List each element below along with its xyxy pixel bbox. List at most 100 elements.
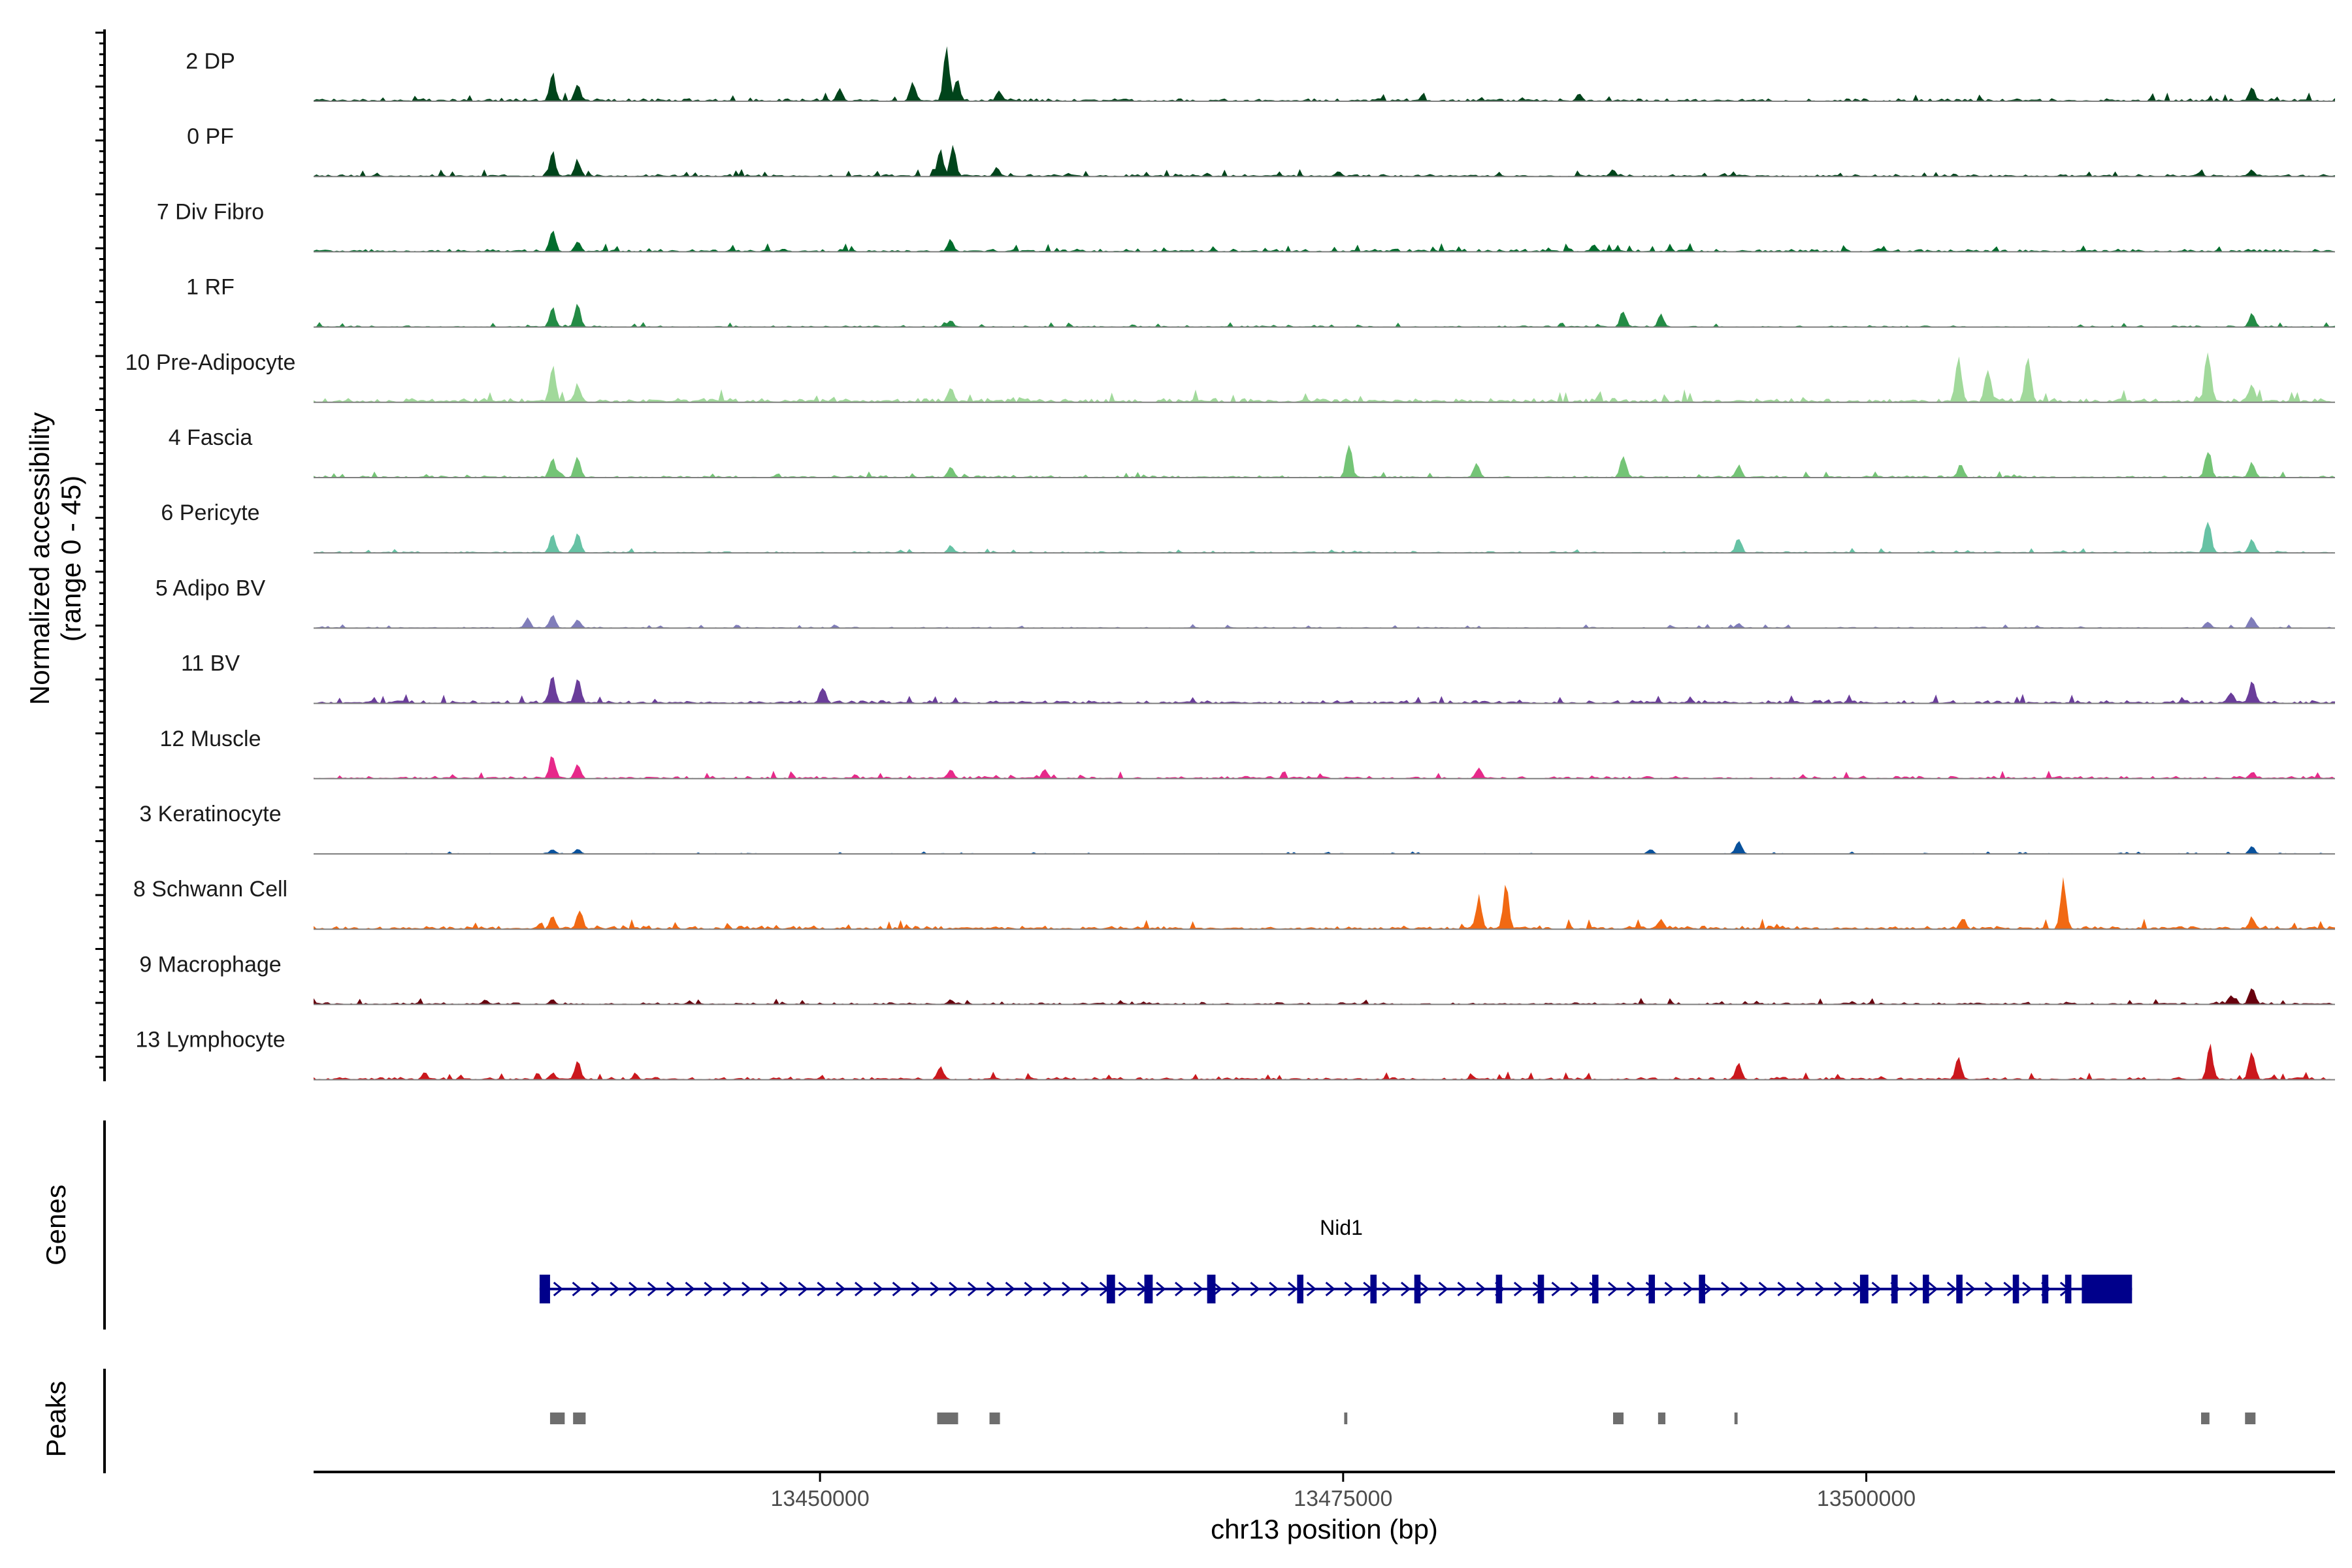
exon xyxy=(1297,1275,1303,1303)
strand-arrow xyxy=(1984,1281,1995,1297)
strand-arrow xyxy=(949,1281,959,1297)
track-9: 11 BV xyxy=(181,651,2335,704)
coverage-area xyxy=(314,231,2335,252)
coverage-area xyxy=(314,841,2335,854)
track-label: 13 Lymphocyte xyxy=(135,1028,285,1053)
strand-arrow xyxy=(666,1281,677,1297)
exon xyxy=(539,1275,550,1303)
track-label: 11 BV xyxy=(181,651,240,676)
y-axis-title-line1: Normalized accessibility xyxy=(24,412,55,705)
track-14: 13 Lymphocyte xyxy=(135,1028,2335,1081)
peak-region xyxy=(1344,1413,1348,1424)
strand-arrow xyxy=(1871,1281,1882,1297)
coverage-area xyxy=(314,46,2335,101)
strand-arrow xyxy=(1833,1281,1844,1297)
peak-region xyxy=(573,1413,586,1424)
peak-region xyxy=(989,1413,1000,1424)
peak-region xyxy=(549,1413,565,1424)
exon xyxy=(1648,1275,1656,1303)
y-axis-title-line2: (range 0 - 45) xyxy=(56,476,86,642)
track-2: 0 PF xyxy=(187,124,2335,178)
strand-arrow xyxy=(1118,1281,1128,1297)
strand-arrow xyxy=(1796,1281,1806,1297)
track-10: 12 Muscle xyxy=(160,727,2335,779)
exon xyxy=(1414,1275,1421,1303)
coverage-area xyxy=(314,352,2335,402)
coverage-area xyxy=(314,303,2335,327)
strand-arrow xyxy=(1400,1281,1411,1297)
strand-arrow xyxy=(1626,1281,1637,1297)
strand-arrow xyxy=(610,1281,620,1297)
coverage-tracks: 2 DP 0 PF 7 Div Fibro 1 RF 10 Pre-Adipocyte 4… xyxy=(125,46,2335,1081)
strand-arrow xyxy=(1758,1281,1769,1297)
x-tick-label: 13450000 xyxy=(770,1486,869,1511)
strand-arrow xyxy=(629,1281,639,1297)
strand-arrow xyxy=(742,1281,752,1297)
genes-title: Genes xyxy=(41,1184,71,1266)
strand-arrow xyxy=(1043,1281,1053,1297)
strand-arrow xyxy=(1702,1281,1712,1297)
peak-region xyxy=(1658,1413,1666,1424)
strand-arrow xyxy=(1777,1281,1788,1297)
strand-arrow xyxy=(1928,1281,1938,1297)
strand-arrow xyxy=(1325,1281,1335,1297)
strand-arrow xyxy=(1438,1281,1448,1297)
strand-arrow xyxy=(1720,1281,1731,1297)
peaks-track xyxy=(549,1413,2256,1424)
strand-arrow xyxy=(1476,1281,1486,1297)
strand-arrow xyxy=(1815,1281,1825,1297)
track-label: 3 Keratinocyte xyxy=(139,802,281,826)
strand-arrow xyxy=(2003,1281,2014,1297)
exon xyxy=(1956,1275,1963,1303)
track-label: 9 Macrophage xyxy=(139,952,281,977)
exon xyxy=(1859,1275,1869,1303)
track-label: 5 Adipo BV xyxy=(155,576,266,600)
track-12: 8 Schwann Cell xyxy=(133,877,2335,930)
strand-arrow xyxy=(1212,1281,1222,1297)
y-axis-title: Normalized accessibility (range 0 - 45) xyxy=(24,412,86,705)
exon xyxy=(1144,1275,1153,1303)
track-1: 2 DP xyxy=(186,46,2335,102)
coverage-area xyxy=(314,144,2335,177)
strand-arrow xyxy=(572,1281,582,1297)
exon xyxy=(1891,1275,1898,1303)
x-tick-label: 13475000 xyxy=(1294,1486,1392,1511)
strand-arrow xyxy=(892,1281,902,1297)
exon xyxy=(2065,1275,2072,1303)
strand-arrow xyxy=(1269,1281,1279,1297)
coverage-area xyxy=(314,877,2335,930)
strand-arrow xyxy=(1080,1281,1091,1297)
track-label: 2 DP xyxy=(186,49,235,74)
strand-arrow xyxy=(1344,1281,1354,1297)
track-label: 0 PF xyxy=(187,124,234,149)
strand-arrow xyxy=(1231,1281,1241,1297)
strand-arrow xyxy=(1156,1281,1166,1297)
exon xyxy=(1537,1275,1544,1303)
exon xyxy=(2012,1275,2019,1303)
strand-arrow xyxy=(1024,1281,1034,1297)
strand-arrow xyxy=(704,1281,714,1297)
strand-arrow xyxy=(760,1281,771,1297)
x-tick-label: 13500000 xyxy=(1817,1486,1916,1511)
track-label: 10 Pre-Adipocyte xyxy=(125,350,296,375)
genes-section-title: Genes xyxy=(41,1184,71,1266)
track-13: 9 Macrophage xyxy=(139,952,2335,1005)
strand-arrow xyxy=(1965,1281,1976,1297)
peak-region xyxy=(2201,1413,2210,1424)
strand-arrow xyxy=(553,1281,564,1297)
strand-arrow xyxy=(1909,1281,1919,1297)
exon xyxy=(2042,1275,2049,1303)
strand-arrow xyxy=(1175,1281,1185,1297)
track-4: 1 RF xyxy=(186,275,2335,328)
gene-model xyxy=(539,1275,2132,1303)
coverage-area xyxy=(314,444,2335,478)
strand-arrow xyxy=(967,1281,978,1297)
strand-arrow xyxy=(873,1281,884,1297)
x-axis-title: chr13 position (bp) xyxy=(1211,1514,1438,1544)
strand-arrow xyxy=(647,1281,658,1297)
strand-arrow xyxy=(798,1281,808,1297)
strand-arrow xyxy=(1457,1281,1467,1297)
strand-arrow xyxy=(1513,1281,1524,1297)
gene-name-label: Nid1 xyxy=(1320,1216,1363,1239)
